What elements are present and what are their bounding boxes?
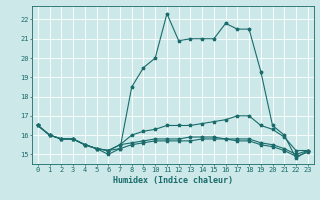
X-axis label: Humidex (Indice chaleur): Humidex (Indice chaleur)	[113, 176, 233, 185]
